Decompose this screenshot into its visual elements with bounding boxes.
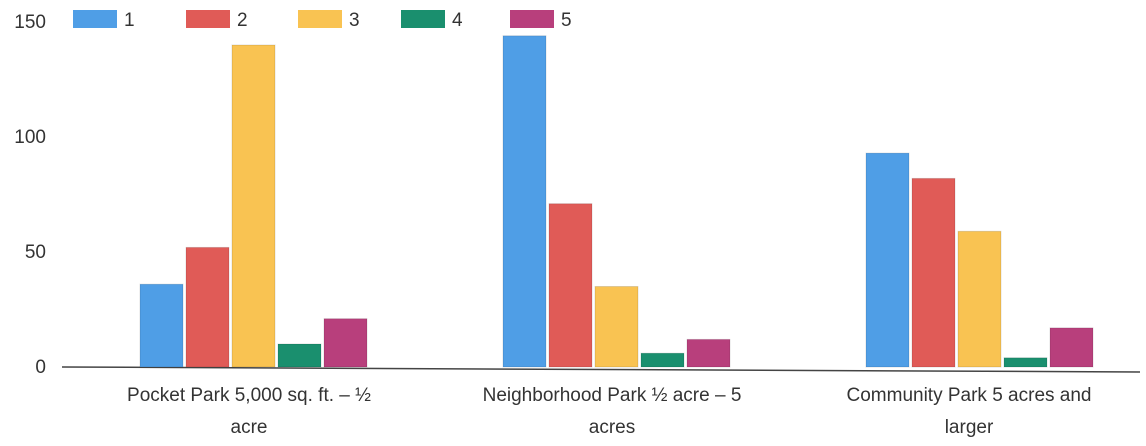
bar-series-5-cat-3 — [1049, 327, 1094, 368]
legend-item-5: 5 — [510, 10, 572, 31]
legend-swatch — [73, 10, 117, 28]
x-axis-baseline — [61, 366, 1141, 373]
bar-series-2-cat-2 — [548, 203, 593, 368]
y-axis-ticks: 0 50 100 150 — [14, 12, 46, 378]
legend-label: 1 — [124, 10, 135, 31]
bar-series-5-cat-1 — [323, 318, 368, 368]
legend-swatch — [510, 10, 554, 28]
legend-label: 4 — [452, 10, 463, 31]
bar-series-5-cat-2 — [686, 338, 731, 368]
category-label-2-line-1: Neighborhood Park ½ acre – 5 — [483, 385, 742, 406]
legend-item-4: 4 — [401, 10, 463, 31]
bar-series-2-cat-1 — [185, 246, 230, 368]
category-labels: Pocket Park 5,000 sq. ft. – ½ acre Neighbo… — [127, 385, 1091, 438]
category-label-1-line-1: Pocket Park 5,000 sq. ft. – ½ — [127, 385, 371, 406]
bar-series-3-cat-2 — [594, 286, 639, 368]
y-tick-label: 50 — [25, 242, 46, 263]
legend-label: 5 — [561, 10, 572, 31]
legend-item-2: 2 — [186, 10, 248, 31]
bar-series-3-cat-1 — [231, 44, 276, 368]
bar-series-4-cat-2 — [640, 352, 685, 368]
legend: 1 2 3 4 5 — [73, 10, 572, 31]
bar-series-4-cat-1 — [277, 343, 322, 368]
legend-swatch — [186, 10, 230, 28]
legend-swatch — [298, 10, 342, 28]
bar-series-1-cat-2 — [502, 35, 547, 368]
legend-label: 3 — [349, 10, 360, 31]
category-label-3-line-1: Community Park 5 acres and — [847, 385, 1092, 406]
bar-series-1-cat-3 — [865, 152, 910, 368]
bar-series-3-cat-3 — [957, 230, 1002, 368]
bar-series-1-cat-1 — [139, 283, 184, 368]
legend-label: 2 — [237, 10, 248, 31]
y-tick-label: 150 — [14, 12, 46, 33]
legend-swatch — [401, 10, 445, 28]
legend-item-3: 3 — [298, 10, 360, 31]
bar-series-4-cat-3 — [1003, 357, 1048, 368]
category-label-1-line-2: acre — [231, 417, 268, 438]
category-label-2-line-2: acres — [589, 417, 635, 438]
legend-item-1: 1 — [73, 10, 135, 31]
bars-group — [139, 35, 1094, 368]
bar-series-2-cat-3 — [911, 177, 956, 368]
category-label-3-line-2: larger — [945, 417, 994, 438]
y-tick-label: 0 — [35, 357, 46, 378]
y-tick-label: 100 — [14, 127, 46, 148]
